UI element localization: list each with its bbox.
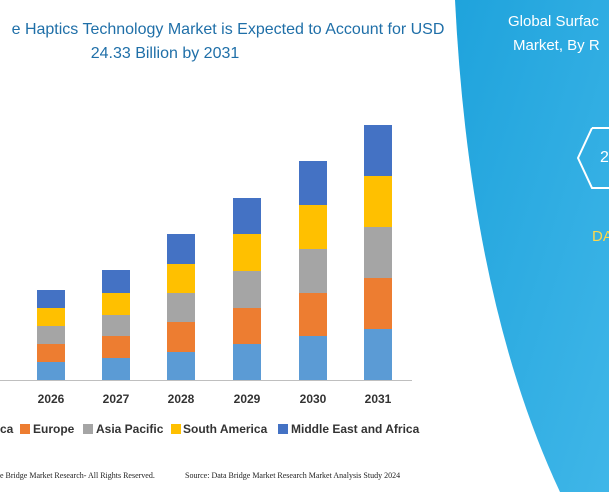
bar-segment — [37, 344, 65, 362]
legend-label: ca — [0, 422, 14, 436]
x-tick-label: 2030 — [300, 392, 327, 406]
bar-segment — [299, 336, 327, 380]
bar-segment — [102, 315, 130, 336]
x-tick-label: 2031 — [365, 392, 392, 406]
legend-swatch — [278, 424, 288, 434]
legend-label: South America — [183, 422, 268, 436]
footer-right: Source: Data Bridge Market Research Mark… — [185, 471, 400, 480]
bar-segment — [102, 270, 130, 293]
x-tick-label: 2029 — [234, 392, 261, 406]
brand-text: DA — [592, 228, 609, 245]
legend-swatch — [83, 424, 93, 434]
bar-segment — [364, 278, 392, 329]
panel-line: Global Surfac — [508, 13, 599, 30]
bar-segment — [233, 198, 261, 234]
panel-line: Market, By R — [513, 37, 600, 54]
legend-label: Asia Pacific — [96, 422, 164, 436]
footer-left: e Bridge Market Research- All Rights Res… — [0, 471, 155, 480]
bar-segment — [167, 264, 195, 293]
bar-segment — [364, 125, 392, 176]
bar-segment — [37, 290, 65, 308]
bar-segment — [233, 344, 261, 380]
bar-segment — [102, 336, 130, 358]
bar-segment — [167, 352, 195, 380]
x-tick-label: 2028 — [168, 392, 195, 406]
bar-segment — [167, 293, 195, 322]
chart-title: e Haptics Technology Market is Expected … — [12, 21, 445, 38]
bar-segment — [299, 161, 327, 205]
side-panel — [455, 0, 609, 492]
bar-segment — [364, 227, 392, 278]
legend-swatch — [171, 424, 181, 434]
bar-segment — [167, 234, 195, 264]
badge-text: 2 — [600, 149, 609, 166]
chart-title: 24.33 Billion by 2031 — [91, 45, 240, 62]
bar-segment — [102, 293, 130, 315]
bar-segment — [364, 176, 392, 227]
x-tick-label: 2027 — [103, 392, 130, 406]
bar-segment — [37, 326, 65, 344]
bar-segment — [37, 308, 65, 326]
bar-segment — [102, 358, 130, 380]
bar-segment — [364, 329, 392, 380]
x-tick-label: 2026 — [38, 392, 65, 406]
bar-segment — [233, 234, 261, 271]
legend-label: Europe — [33, 422, 75, 436]
legend-swatch — [20, 424, 30, 434]
bar-segment — [233, 271, 261, 308]
bar-segment — [299, 249, 327, 293]
legend-label: Middle East and Africa — [291, 422, 420, 436]
bar-segment — [233, 308, 261, 344]
bar-segment — [167, 322, 195, 352]
bar-segment — [37, 362, 65, 380]
bar-segment — [299, 293, 327, 336]
bar-segment — [299, 205, 327, 249]
badge-hexagon — [576, 127, 609, 189]
